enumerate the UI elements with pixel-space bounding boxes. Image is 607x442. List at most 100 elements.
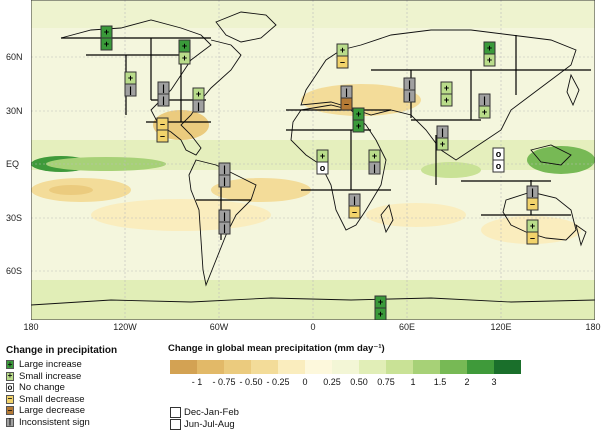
symbol-eastern-na: +| <box>192 87 205 113</box>
lon-label-120e: 120E <box>490 322 512 332</box>
svg-text:+: + <box>378 309 383 319</box>
season-item-jja: Jun-Jul-Aug <box>170 418 239 430</box>
svg-text:+: + <box>487 55 492 65</box>
symbol-east-africa: +| <box>368 149 381 175</box>
svg-text:+: + <box>182 53 187 63</box>
svg-text:o: o <box>496 149 502 159</box>
svg-text:|: | <box>408 79 411 89</box>
svg-text:+: + <box>444 95 449 105</box>
season-box-icon <box>170 418 181 430</box>
precipitation-map: + + + + + | | | + | – – | | | | + – | – + + + o + | |… <box>31 0 595 320</box>
colorbar-tick-label: 0.75 <box>377 377 395 387</box>
colorbar-cell <box>278 360 305 374</box>
svg-text:+: + <box>482 107 487 117</box>
svg-text:|: | <box>353 195 356 205</box>
symbol-northern-europe: +– <box>336 43 349 69</box>
colorbar-cell <box>494 360 521 374</box>
season-item-djf: Dec-Jan-Feb <box>170 406 239 418</box>
svg-text:|: | <box>345 87 348 97</box>
colorbar-tick-label: 0.50 <box>350 377 368 387</box>
colorbar-tick-label: 1.5 <box>433 377 447 387</box>
colorbar-tick-label: 2 <box>464 377 470 387</box>
colorbar-tick-label: - 0.50 <box>239 377 263 387</box>
pacific-wet-band <box>46 157 166 171</box>
legend-item-label: No change <box>19 382 65 394</box>
symbol-antarctica: ++ <box>374 295 387 320</box>
lat-label-30s: 30S <box>6 213 23 223</box>
legend-item-large-increase: + Large increase <box>6 359 171 371</box>
precipitation-symbol-legend: Change in precipitation + Large increase… <box>6 345 171 428</box>
bar-icon: | <box>6 417 14 427</box>
lat-label-60s: 60S <box>6 266 23 276</box>
svg-text:+: + <box>487 43 492 53</box>
symbol-south-asia: |+ <box>436 125 449 151</box>
symbol-southern-australia: +– <box>526 219 539 245</box>
new-zealand-outline <box>575 223 587 247</box>
australia-outline <box>502 191 577 241</box>
colorbar-tick-label: 1 <box>410 377 416 387</box>
legend-item-small-increase: + Small increase <box>6 371 171 383</box>
svg-text:o: o <box>496 161 502 171</box>
minus-icon: – <box>6 405 14 416</box>
svg-text:–: – <box>530 233 535 243</box>
svg-text:–: – <box>352 207 357 217</box>
colorbar-tick-label: 3 <box>491 377 497 387</box>
legend-item-no-change: o No change <box>6 382 171 394</box>
svg-text:+: + <box>356 121 361 131</box>
legend-item-label: Small decrease <box>19 393 85 405</box>
japan-outline <box>566 73 580 107</box>
svg-text:+: + <box>444 83 449 93</box>
indian-ocean-wet <box>421 162 481 178</box>
legend-item-label: Large decrease <box>19 405 86 417</box>
svg-text:+: + <box>128 73 133 83</box>
lat-label-eq: EQ <box>6 159 20 169</box>
symbol-north-asia: ++ <box>483 41 496 67</box>
svg-text:|: | <box>162 83 165 93</box>
colorbar-tick-label: - 0.75 <box>212 377 236 387</box>
svg-text:+: + <box>530 221 535 231</box>
svg-text:|: | <box>129 85 132 95</box>
symbol-canada: ++ <box>178 39 191 65</box>
colorbar-title: Change in global mean precipitation (mm … <box>168 343 385 354</box>
colorbar-tick-label: - 0.25 <box>266 377 290 387</box>
symbol-sahara: ++ <box>352 107 365 133</box>
legend-item-label: Inconsistent sign <box>19 416 90 428</box>
svg-text:+: + <box>356 109 361 119</box>
west-pacific-wet <box>527 146 595 174</box>
svg-text:o: o <box>320 163 326 173</box>
svg-text:+: + <box>372 151 377 161</box>
colorbar-tick-label: 0.25 <box>323 377 341 387</box>
circle-icon: o <box>6 382 14 393</box>
season-box-icon <box>170 406 181 418</box>
svg-text:|: | <box>162 95 165 105</box>
lon-label-180e: 180 <box>585 322 601 332</box>
svg-text:–: – <box>340 57 345 67</box>
svg-text:|: | <box>441 127 444 137</box>
svg-text:|: | <box>373 163 376 173</box>
colorbar-cell <box>359 360 386 374</box>
lon-label-120w: 120W <box>113 322 137 332</box>
symbol-central-na: || <box>157 81 170 107</box>
legend-item-label: Large increase <box>19 359 82 371</box>
region-symbols: ++ ++ +| || +| –– || || +– |– ++ +o +| |… <box>100 25 539 320</box>
south-america-outline <box>188 159 257 287</box>
legend-title: Change in precipitation <box>6 345 118 356</box>
colorbar-cell <box>386 360 413 374</box>
colorbar-cell <box>305 360 332 374</box>
antarctica-outline <box>31 297 595 306</box>
lon-label-180w: 180 <box>23 322 39 332</box>
svg-text:|: | <box>408 91 411 101</box>
plus-icon: + <box>6 371 14 381</box>
lon-label-0: 0 <box>310 322 316 332</box>
svg-text:+: + <box>104 39 109 49</box>
south-pacific-dry-core <box>49 185 93 195</box>
world-map-svg: ++ ++ +| || +| –– || || +– |– ++ +o +| |… <box>31 0 595 320</box>
greenland-outline <box>215 11 277 43</box>
svg-text:|: | <box>223 223 226 233</box>
south-indian-dry <box>366 203 466 227</box>
symbol-mediterranean: |– <box>340 85 353 111</box>
symbol-central-america: –– <box>156 117 169 143</box>
colorbar <box>170 360 521 374</box>
season-legend: Dec-Jan-Feb Jun-Jul-Aug <box>170 406 239 430</box>
symbol-west-africa: +o <box>316 149 329 175</box>
